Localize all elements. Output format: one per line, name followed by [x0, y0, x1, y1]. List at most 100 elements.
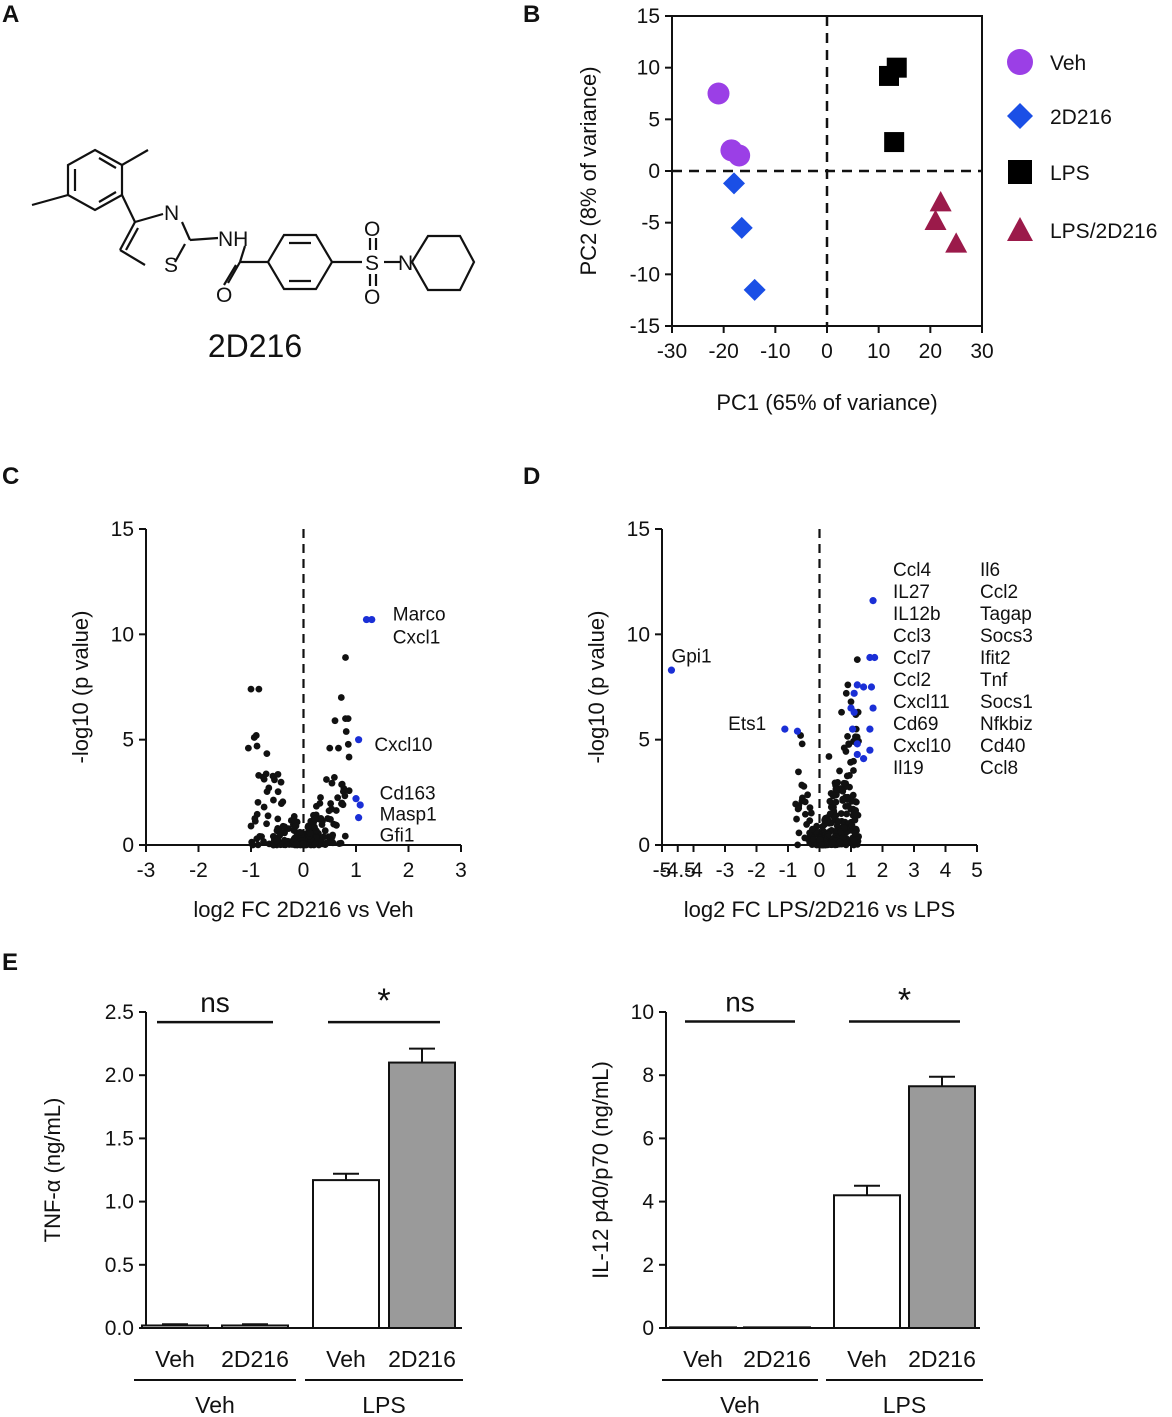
y-axis-label: -log10 (p value)	[584, 611, 609, 764]
gene-label: Il6	[980, 560, 1000, 581]
group-label: Veh	[195, 1392, 235, 1417]
x-tick-label: 2	[877, 859, 889, 882]
significant-gene-point	[853, 750, 861, 759]
pca-point-lps	[884, 132, 905, 153]
group-label: LPS	[883, 1392, 926, 1417]
gene-point	[809, 825, 816, 833]
significant-gene-point	[781, 725, 789, 733]
y-tick-label: 5	[638, 729, 650, 752]
y-tick-label: -5	[641, 212, 660, 235]
panel-label-c: C	[2, 463, 19, 490]
gene-point	[793, 815, 800, 823]
gene-point	[843, 810, 851, 818]
gene-point	[326, 744, 334, 752]
pca-plot: -30 -20 -10 0 10 20 30 15 10 5 0 -5 -10 -15 PC1 (65% o…	[576, 5, 1157, 415]
gene-point	[247, 685, 255, 693]
gene-point	[817, 841, 825, 849]
gene-label: Socs3	[980, 626, 1033, 647]
gene-point	[274, 815, 282, 823]
gene-point	[345, 753, 353, 761]
significance-label: *	[377, 982, 390, 1020]
significant-gene-point	[853, 740, 861, 748]
gene-label: Tnf	[980, 670, 1008, 691]
gene-label: Ccl2	[893, 670, 931, 691]
y-tick-label: 0	[648, 160, 660, 183]
gene-point	[334, 794, 342, 802]
gene-label: Tagap	[980, 604, 1032, 625]
gene-point	[836, 767, 843, 775]
gene-label: Cxcl11	[893, 692, 950, 713]
x-tick-label: 2	[403, 859, 415, 882]
gene-label: Gpi1	[671, 646, 711, 667]
gene-point	[806, 817, 814, 825]
gene-point	[834, 779, 842, 786]
gene-point	[848, 821, 856, 829]
gene-point	[292, 840, 300, 848]
y-tick-label: 0	[638, 834, 650, 857]
gene-point	[333, 821, 340, 829]
gene-label: Cxcl10	[374, 735, 432, 756]
gene-point	[809, 835, 817, 843]
atom-n-thiazole: N	[164, 202, 179, 225]
atom-n-piperidine: N	[398, 252, 413, 275]
gene-point	[296, 828, 304, 836]
x-category-label: Veh	[326, 1346, 366, 1372]
significant-gene-point	[860, 683, 868, 691]
gene-point	[317, 814, 325, 822]
gene-point	[304, 823, 312, 831]
gene-point	[798, 740, 806, 748]
legend-marker-2	[1008, 160, 1032, 184]
gene-point	[344, 715, 352, 722]
y-tick-label: 0.5	[105, 1254, 134, 1277]
gene-point	[255, 685, 263, 693]
x-tick-label: 3	[908, 859, 920, 882]
gene-point	[311, 840, 319, 848]
x-tick-label: 5	[971, 859, 983, 882]
gene-point	[311, 815, 319, 823]
x-tick-label: 0	[821, 340, 833, 363]
y-tick-label: -10	[630, 263, 660, 286]
bar-2	[833, 1194, 901, 1330]
gene-point	[328, 779, 336, 787]
gene-point	[247, 822, 255, 830]
pca-point-veh	[707, 82, 730, 105]
panel-label-b: B	[523, 1, 540, 28]
x-tick-label: 10	[867, 340, 890, 363]
gene-point	[341, 832, 349, 840]
significant-gene-point	[867, 683, 876, 691]
x-tick-label: -2	[189, 859, 208, 882]
gene-point	[821, 816, 829, 824]
significant-gene-point	[869, 597, 877, 605]
x-axis-label: log2 FC 2D216 vs Veh	[193, 897, 413, 922]
gene-point	[344, 740, 352, 748]
gene-point	[846, 772, 853, 779]
gene-label: Il19	[893, 758, 924, 779]
significant-gene-point	[871, 653, 879, 662]
gene-label: Socs1	[980, 692, 1033, 713]
gene-label: Ifit2	[980, 648, 1011, 669]
gene-point	[292, 822, 300, 830]
gene-point	[840, 824, 848, 832]
x-category-label: Veh	[155, 1346, 195, 1372]
gene-point	[847, 698, 855, 706]
gene-point	[262, 770, 270, 778]
gene-point	[244, 744, 252, 752]
gene-point	[335, 744, 342, 752]
gene-point	[845, 740, 853, 748]
x-tick-label: 30	[970, 340, 993, 363]
gene-point	[274, 770, 282, 778]
y-tick-label: 4	[642, 1191, 654, 1214]
significance-label: ns	[725, 986, 755, 1017]
gene-point	[832, 785, 840, 793]
x-tick-label: -1	[779, 859, 798, 882]
legend-marker-3	[1007, 217, 1033, 242]
x-tick-label: -20	[708, 340, 738, 363]
x-tick-label: -4.5	[660, 859, 696, 882]
gene-point	[320, 833, 328, 841]
panel-label-a: A	[2, 1, 19, 28]
gene-label: Cd69	[893, 714, 938, 735]
bar-2	[312, 1179, 380, 1330]
significant-gene-point	[355, 736, 363, 744]
gene-point	[276, 831, 284, 839]
